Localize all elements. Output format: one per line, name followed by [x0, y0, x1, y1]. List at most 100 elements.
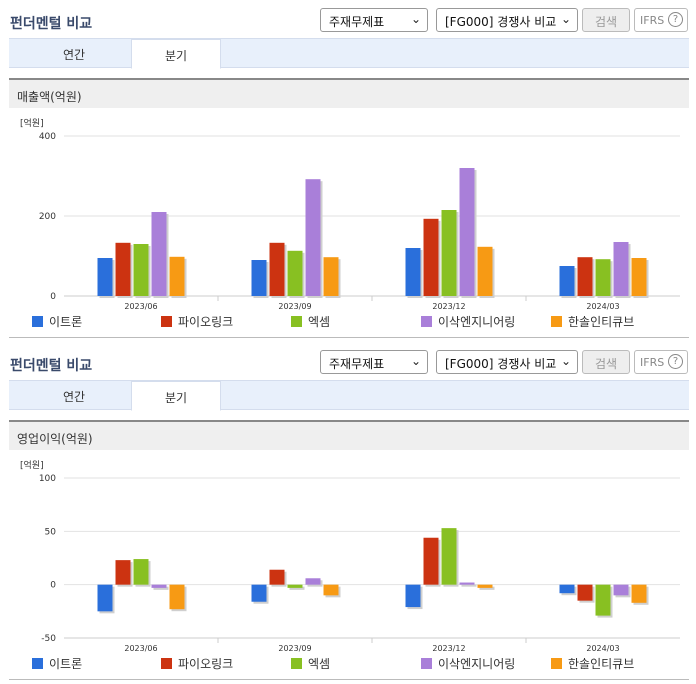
- legend-swatch: [161, 658, 172, 669]
- bar: [423, 218, 439, 296]
- bar: [115, 242, 131, 296]
- legend-label: 이트론: [49, 657, 83, 671]
- bar: [251, 584, 267, 602]
- bar: [305, 578, 321, 585]
- legend-item: 엑셈: [291, 313, 330, 330]
- bar: [115, 560, 131, 585]
- panel-title: 펀더멘털 비교: [10, 16, 93, 32]
- y-tick-label: 50: [45, 527, 57, 537]
- chart-legend: 이트론 파이오링크 엑셈 이삭엔지니어링 한솔인티큐브: [0, 655, 696, 671]
- bar: [405, 584, 421, 608]
- tab-quarterly[interactable]: 분기: [131, 381, 221, 411]
- report-type-select[interactable]: 주재무제표 ⌄: [320, 8, 428, 32]
- legend-label: 엑셈: [308, 315, 331, 329]
- bar: [97, 584, 113, 612]
- legend-item: 파이오링크: [161, 655, 233, 672]
- chevron-down-icon: ⌄: [560, 354, 571, 368]
- bar: [613, 242, 629, 296]
- legend-swatch: [551, 316, 562, 327]
- legend-swatch: [32, 658, 43, 669]
- x-tick-label: 2024/03: [586, 644, 619, 652]
- y-tick-label: 0: [50, 581, 56, 591]
- y-unit-label: [억원]: [20, 459, 44, 471]
- legend-swatch: [421, 316, 432, 327]
- bar-shadow: [289, 586, 305, 590]
- compare-select[interactable]: [FG000] 경쟁사 비교 ⌄: [436, 350, 578, 374]
- bar: [613, 584, 629, 596]
- y-tick-label: 0: [50, 292, 56, 302]
- bar: [423, 537, 439, 585]
- x-tick-label: 2023/06: [124, 644, 157, 652]
- search-button[interactable]: 검색: [582, 8, 630, 32]
- bar: [323, 257, 339, 296]
- bar: [631, 258, 647, 296]
- bar: [305, 179, 321, 296]
- bar-shadow: [479, 586, 495, 590]
- tab-annual[interactable]: 연간: [62, 48, 86, 62]
- ifrs-help-button[interactable]: IFRS ?: [634, 8, 688, 32]
- chevron-down-icon: ⌄: [560, 12, 571, 26]
- bar: [441, 528, 457, 585]
- legend-swatch: [551, 658, 562, 669]
- bar: [133, 244, 149, 296]
- period-tabs: 연간 분기: [9, 380, 689, 411]
- bar: [459, 168, 475, 296]
- revenue-panel: 펀더멘털 비교 주재무제표 ⌄ [FG000] 경쟁사 비교 ⌄ 검색 IFRS…: [0, 8, 696, 338]
- period-tabs: 연간 분기: [9, 38, 689, 69]
- x-tick-label: 2023/09: [278, 302, 311, 310]
- x-tick-label: 2023/12: [432, 302, 465, 310]
- operating-income-chart: [억원] -50 0 50 100 2023/06 2023/09 2023/12 2024/0…: [20, 459, 680, 652]
- chevron-down-icon: ⌄: [410, 12, 421, 26]
- legend-label: 이삭엔지니어링: [438, 315, 516, 329]
- bar-shadow: [461, 584, 477, 587]
- bar: [151, 212, 167, 296]
- y-tick-label: 100: [39, 474, 56, 484]
- legend-swatch: [32, 316, 43, 327]
- legend-swatch: [291, 316, 302, 327]
- tab-annual[interactable]: 연간: [62, 390, 86, 404]
- legend-swatch: [421, 658, 432, 669]
- legend-item: 엑셈: [291, 655, 330, 672]
- operating-income-panel: 펀더멘털 비교 주재무제표 ⌄ [FG000] 경쟁사 비교 ⌄ 검색 IFRS…: [0, 342, 696, 684]
- bar: [559, 266, 575, 296]
- bar: [577, 584, 593, 601]
- section-title: 영업이익(억원): [9, 420, 689, 450]
- bar: [169, 584, 185, 610]
- ifrs-label: IFRS: [640, 356, 665, 369]
- help-icon: ?: [668, 354, 683, 369]
- ifrs-help-button[interactable]: IFRS ?: [634, 350, 688, 374]
- bar: [287, 584, 303, 588]
- y-tick-label: 200: [39, 212, 56, 222]
- bar: [251, 260, 267, 296]
- x-tick-label: 2023/09: [278, 644, 311, 652]
- bar: [405, 248, 421, 296]
- bar: [287, 250, 303, 296]
- divider: [9, 337, 689, 338]
- chart-legend: 이트론 파이오링크 엑셈 이삭엔지니어링 한솔인티큐브: [0, 313, 696, 329]
- bar: [559, 584, 575, 594]
- legend-item: 이트론: [32, 655, 82, 672]
- x-tick-label: 2023/12: [432, 644, 465, 652]
- report-type-value: 주재무제표: [329, 15, 385, 29]
- help-icon: ?: [668, 12, 683, 27]
- legend-item: 이삭엔지니어링: [421, 313, 515, 330]
- legend-label: 한솔인티큐브: [568, 657, 635, 671]
- bar: [577, 257, 593, 296]
- legend-item: 한솔인티큐브: [551, 655, 634, 672]
- legend-item: 파이오링크: [161, 313, 233, 330]
- search-button[interactable]: 검색: [582, 350, 630, 374]
- revenue-chart: [억원] 0 200 400 2023/06 2023/09 2023/12 2024/03: [20, 117, 680, 310]
- legend-label: 파이오링크: [178, 315, 234, 329]
- report-type-select[interactable]: 주재무제표 ⌄: [320, 350, 428, 374]
- compare-select[interactable]: [FG000] 경쟁사 비교 ⌄: [436, 8, 578, 32]
- x-tick-label: 2023/06: [124, 302, 157, 310]
- tab-quarterly[interactable]: 분기: [131, 39, 221, 69]
- bar: [459, 582, 475, 585]
- bar: [169, 256, 185, 296]
- bar: [477, 584, 493, 588]
- section-title: 매출액(억원): [9, 78, 689, 108]
- bar: [595, 259, 611, 296]
- bar: [97, 258, 113, 296]
- legend-swatch: [291, 658, 302, 669]
- bar: [269, 569, 285, 585]
